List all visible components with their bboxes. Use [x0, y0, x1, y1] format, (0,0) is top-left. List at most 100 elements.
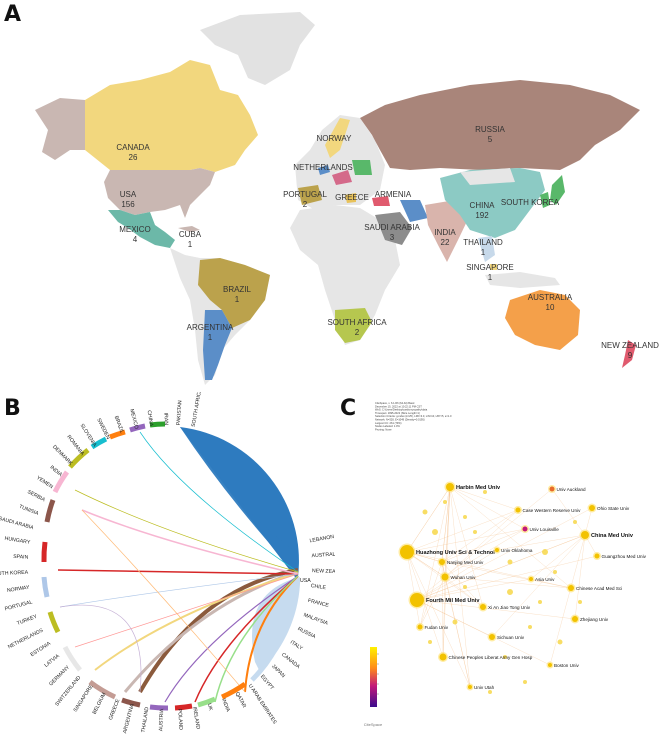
map-count-singapore: 1: [488, 273, 493, 282]
map-label-south-korea: SOUTH KOREA: [501, 198, 560, 207]
map-count-argentina: 1: [208, 333, 213, 342]
institution-network: CiteSpace, v. 6.1.R6 (64-bit) BasicDecem…: [364, 401, 647, 727]
chord-label-9: DENMARK: [51, 444, 74, 467]
network-node: [529, 577, 533, 581]
network-node-label: Case Western Reserve Univ: [523, 508, 582, 513]
chord-label-19: PORTUGAL: [4, 599, 33, 612]
network-node-label: Chinese Acad Med Sci: [576, 586, 622, 591]
network-edge: [444, 528, 526, 578]
network-node-label: Fudan Univ: [425, 625, 449, 630]
map-label-norway: NORWAY: [317, 134, 353, 143]
chord-thin-1: [139, 431, 299, 573]
network-node: [489, 634, 495, 640]
chord-label-27: BELGIUM: [92, 692, 108, 716]
network-metadata-line: Network: N=328, E=1049 (Density=0.0195): [375, 418, 425, 422]
map-count-usa: 156: [121, 200, 135, 209]
greece-shape: [345, 193, 356, 203]
chord-label-13: TUNISIA: [18, 504, 40, 517]
network-node-label: Chinese Peoples Liberat Army Gen Hosp: [449, 655, 533, 660]
chord-usa-south-korea: [81, 509, 299, 575]
chord-label-36: QATAR: [234, 691, 247, 709]
chord-label-31: AUSTRIA: [158, 708, 165, 731]
network-node: [549, 486, 555, 492]
chord-label-8: ROMANIA: [65, 434, 85, 457]
network-node-label: Xi An Jiao Tong Univ: [488, 605, 531, 610]
chord-label-23: LATVIA: [43, 653, 61, 669]
indonesia-shape: [485, 272, 560, 288]
singapore-shape: [490, 264, 497, 270]
network-edge: [496, 534, 586, 551]
panel-letter-a: A: [4, 2, 22, 27]
network-node: [468, 685, 472, 689]
network-node-label: Fourth Mil Med Univ: [426, 598, 480, 604]
saudi-arabia-shape: [375, 212, 412, 245]
network-node: [495, 548, 499, 552]
citespace-logo-caption: CiteSpace: [364, 722, 383, 727]
network-edge: [530, 534, 586, 580]
map-count-cuba: 1: [188, 240, 193, 249]
chord-label-1: PAKISTAN: [176, 400, 184, 425]
network-node: [522, 526, 528, 532]
alaska-shape: [35, 98, 85, 160]
africa-shape: [290, 205, 400, 345]
network-node-label: Guangzhou Med Univ: [602, 554, 647, 559]
network-minor-nodes: [422, 490, 582, 694]
network-edge: [416, 507, 593, 601]
norway-shape: [325, 118, 350, 158]
chord-usa-uk: [94, 572, 299, 671]
chord-label-11: YEMEN: [35, 475, 54, 490]
network-edge: [549, 534, 586, 666]
map-label-russia: RUSSIA: [475, 125, 505, 134]
chord-usa-chile: [214, 575, 299, 703]
chord-label-32: POLAND: [176, 709, 183, 731]
chord-label-2: IRAN: [162, 413, 168, 426]
network-edge: [406, 551, 572, 589]
map-label-new-zealand: NEW ZEALAND: [601, 341, 659, 350]
network-metadata-line: CiteSpace, v. 6.1.R6 (64-bit) Basic: [375, 401, 415, 405]
network-node: [439, 559, 445, 565]
map-count-brazil: 1: [235, 295, 240, 304]
panel-letter-c: C: [340, 396, 357, 421]
chord-label-17: SOUTH KOREA: [0, 570, 29, 578]
europe-mid-shape: [332, 170, 352, 185]
network-node-label: Huazhong Univ Sci & Technol: [416, 550, 495, 556]
map-label-portugal: PORTUGAL: [283, 190, 327, 199]
chord-label-35: INDIA: [220, 698, 231, 714]
network-edge: [416, 549, 498, 601]
network-edge: [406, 551, 421, 628]
world-map: CANADA26USA156MEXICO4CUBA1BRAZIL1ARGENTI…: [35, 12, 659, 385]
map-count-thailand: 1: [481, 248, 486, 257]
map-label-mexico: MEXICO: [119, 225, 151, 234]
network-node-label: Univ Utah: [474, 685, 495, 690]
network-metadata-line: Nodes Labeled: 1.0%: [375, 424, 400, 428]
map-count-canada: 26: [129, 153, 138, 162]
chord-usa-germany: [57, 569, 299, 575]
time-color-scale: [370, 647, 377, 707]
network-edge: [416, 599, 576, 620]
network-node: [594, 553, 600, 559]
network-edge: [416, 488, 553, 601]
chord-label-12: SERBIA: [26, 489, 46, 503]
map-label-cuba: CUBA: [179, 230, 202, 239]
network-node: [441, 573, 449, 581]
network-node-label: Wuhan Univ: [451, 575, 477, 580]
chord-thin-5: [59, 604, 142, 693]
chord-label-28: GREECE: [108, 698, 122, 721]
map-label-south-africa: SOUTH AFRICA: [327, 318, 387, 327]
chord-label-16: SPAIN: [13, 554, 29, 561]
panel-letter-b: B: [4, 396, 21, 421]
network-edge: [419, 561, 443, 628]
map-count-saudi-arabia: 3: [390, 233, 395, 242]
chord-label-20: TURKEY: [16, 614, 38, 627]
netherlands-shape: [318, 165, 330, 175]
chord-outer-arcs: [41, 421, 293, 711]
chord-label-45: CHILE: [310, 583, 327, 591]
japan-shape: [550, 175, 565, 205]
map-label-india: INDIA: [434, 228, 456, 237]
map-label-greece: GREECE: [335, 193, 369, 202]
russia-shape: [360, 80, 640, 170]
network-edge: [449, 486, 526, 530]
chord-diagram: SOUTH AFRICA PAKISTAN IRAN CHINA MEXICOBRAZI…: [0, 388, 350, 734]
map-label-argentina: ARGENTINA: [187, 323, 234, 332]
chord-label-48: LEBANON: [309, 534, 335, 544]
